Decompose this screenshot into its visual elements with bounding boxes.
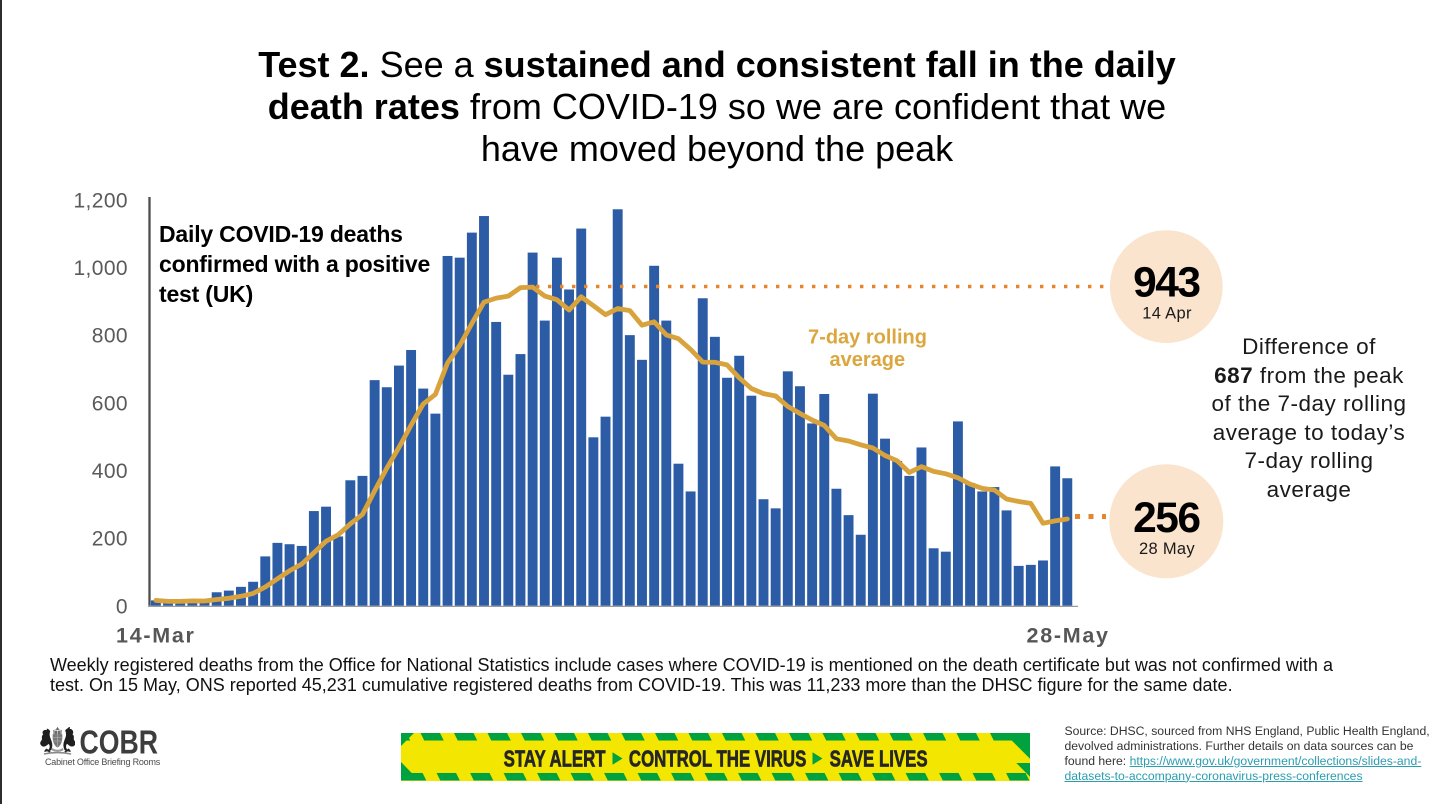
svg-text:COBR: COBR	[80, 725, 159, 762]
svg-text:800: 800	[92, 325, 128, 348]
svg-text:28 May: 28 May	[1139, 540, 1195, 558]
svg-text:943: 943	[1133, 260, 1200, 307]
svg-text:1,000: 1,000	[73, 257, 128, 280]
svg-text:7-day rolling: 7-day rolling	[808, 327, 927, 349]
svg-text:400: 400	[92, 460, 128, 483]
svg-text:600: 600	[92, 392, 128, 415]
svg-text:200: 200	[92, 528, 128, 551]
svg-text:STAY ALERT CONTROL THE VIR: STAY ALERT CONTROL THE VIRUS SAVE LIVES	[503, 745, 927, 771]
svg-text:average: average	[829, 349, 905, 371]
svg-text:14-Mar: 14-Mar	[116, 623, 196, 647]
svg-text:14 Apr: 14 Apr	[1142, 305, 1192, 323]
svg-text:256: 256	[1133, 495, 1200, 542]
svg-text:28-May: 28-May	[1027, 623, 1110, 647]
svg-text:1,200: 1,200	[73, 189, 128, 212]
svg-text:0: 0	[116, 595, 128, 618]
